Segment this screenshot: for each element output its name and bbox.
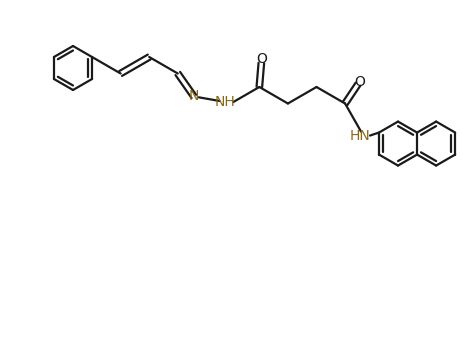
Text: NH: NH [214, 95, 235, 109]
Text: O: O [354, 75, 365, 89]
Text: O: O [256, 52, 266, 66]
Text: HN: HN [349, 128, 369, 143]
Text: N: N [188, 89, 199, 103]
